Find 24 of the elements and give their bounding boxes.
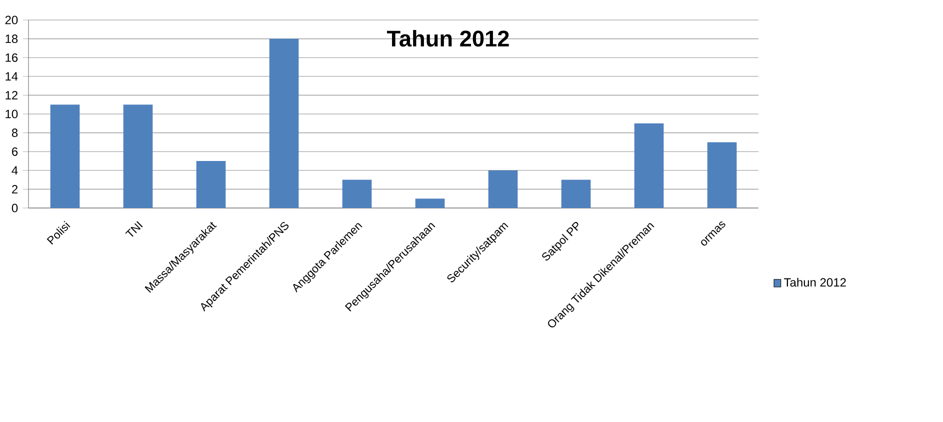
y-tick-label: 20 — [5, 16, 18, 24]
y-tick-label: 14 — [6, 72, 18, 81]
y-tick-label: 18 — [6, 34, 18, 44]
bar — [561, 180, 591, 208]
bar — [488, 170, 518, 208]
bar — [634, 123, 664, 208]
bar — [196, 161, 226, 208]
y-tick-label: 6 — [12, 147, 18, 156]
y-tick-label: 10 — [6, 110, 18, 118]
y-tick-label: 12 — [6, 91, 18, 100]
bar — [123, 104, 153, 208]
bar — [269, 38, 299, 208]
x-tick-label: TNI — [125, 221, 143, 237]
y-tick-label: 2 — [12, 185, 18, 194]
y-tick-label: 8 — [12, 128, 18, 138]
legend-label: Tahun 2012 — [784, 278, 846, 287]
bar — [415, 198, 445, 208]
y-tick-label: 16 — [6, 53, 18, 62]
chart-title: Tahun 2012 — [386, 30, 509, 47]
y-tick-label: 4 — [12, 166, 18, 175]
bar — [342, 180, 372, 208]
bar — [707, 142, 737, 208]
bar — [50, 104, 80, 208]
y-tick-label: 0 — [12, 204, 18, 212]
